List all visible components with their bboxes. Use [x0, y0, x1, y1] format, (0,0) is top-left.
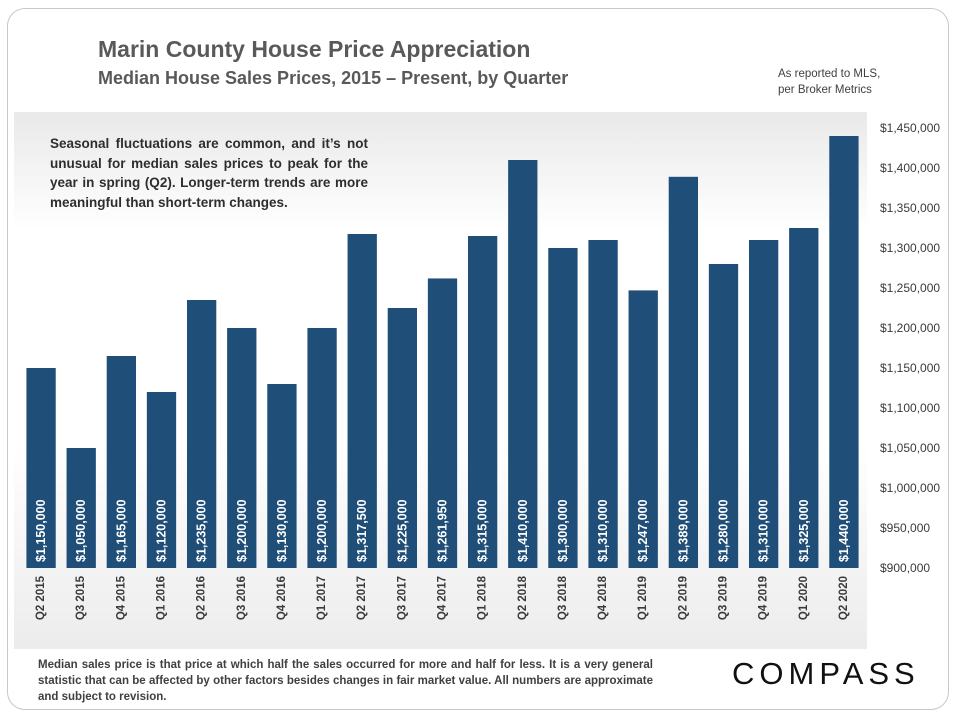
x-tick-label: Q4 2015	[115, 575, 127, 620]
x-tick-label: Q1 2020	[798, 576, 810, 620]
y-tick-label: $1,350,000	[880, 201, 940, 215]
bar-q1-2017	[307, 328, 337, 568]
bar-q3-2015	[66, 448, 96, 568]
y-tick-label: $1,100,000	[880, 401, 940, 415]
bar-value-label: $1,225,000	[395, 499, 409, 562]
source-note-line-2: per Broker Metrics	[778, 84, 872, 96]
bar-q3-2016	[227, 328, 257, 568]
y-axis-tick-labels: $900,000 $950,000 $1,000,000 $1,050,000 $1,1…	[880, 121, 940, 575]
x-tick-label: Q3 2018	[557, 575, 569, 620]
bar-value-label: $1,150,000	[34, 499, 48, 562]
bar-q2-2019	[668, 176, 699, 569]
x-tick-label: Q3 2015	[75, 575, 87, 620]
y-tick-label: $950,000	[880, 521, 930, 535]
bar-value-label: $1,130,000	[275, 499, 289, 562]
bar-value-label: $1,165,000	[114, 499, 128, 562]
x-tick-label: Q3 2017	[396, 576, 408, 620]
y-tick-label: $1,400,000	[880, 161, 940, 175]
bar-q3-2018	[548, 248, 578, 568]
bar-value-label: $1,410,000	[516, 499, 530, 562]
x-tick-label: Q2 2015	[35, 575, 47, 620]
y-tick-label: $1,000,000	[880, 481, 940, 495]
chart-title: Marin County House Price Appreciation	[98, 36, 531, 62]
x-tick-label: Q4 2017	[437, 576, 449, 620]
bar-q1-2019	[628, 290, 658, 568]
bar-value-label: $1,310,000	[596, 499, 610, 562]
compass-logo[interactable]: COMPASS	[732, 656, 920, 691]
source-note: As reported to MLS, per Broker Metrics	[778, 66, 908, 98]
x-tick-label: Q2 2017	[356, 576, 368, 620]
bar-q4-2017	[427, 278, 458, 568]
x-tick-label: Q1 2016	[156, 576, 168, 620]
bar-value-label: $1,247,000	[636, 499, 650, 562]
footnote: Median sales price is that price at whic…	[38, 659, 653, 703]
bar-q4-2018	[588, 240, 618, 568]
chart-subtitle: Median House Sales Prices, 2015 – Presen…	[98, 68, 569, 88]
bar-value-labels: $1,150,000 $1,050,000 $1,165,000 $1,120,000…	[34, 499, 851, 562]
bar-q2-2017	[347, 234, 377, 568]
x-tick-label: Q3 2016	[236, 576, 248, 620]
x-tick-label: Q2 2018	[517, 575, 529, 620]
bar-q4-2015	[106, 356, 136, 568]
x-tick-label: Q4 2018	[597, 575, 609, 620]
bars-layer	[26, 136, 859, 569]
bar-value-label: $1,200,000	[235, 499, 249, 562]
bar-value-label: $1,310,000	[757, 499, 771, 562]
bar-value-label: $1,300,000	[556, 499, 570, 562]
bar-q4-2019	[748, 240, 779, 568]
x-axis-tick-labels: Q2 2015 Q3 2015 Q4 2015 Q1 2016 Q2 2016 Q3 20…	[35, 575, 850, 620]
x-tick-label: Q2 2019	[677, 576, 689, 620]
bar-value-label: $1,389,000	[676, 499, 690, 562]
y-tick-label: $1,250,000	[880, 281, 940, 295]
bar-value-label: $1,315,000	[476, 499, 490, 562]
bar-value-label: $1,280,000	[717, 499, 731, 562]
bar-value-label: $1,325,000	[797, 499, 811, 562]
seasonality-annotation: Seasonal fluctuations are common, and it…	[50, 136, 368, 210]
bar-q3-2017	[387, 308, 418, 568]
bar-q1-2018	[467, 236, 498, 568]
source-note-line-1: As reported to MLS,	[778, 68, 881, 80]
x-tick-label: Q3 2019	[718, 576, 730, 620]
bar-q4-2016	[267, 384, 297, 568]
bar-value-label: $1,235,000	[195, 499, 209, 562]
x-tick-label: Q2 2016	[196, 576, 208, 620]
bar-value-label: $1,317,500	[355, 499, 369, 562]
bar-q2-2015	[26, 368, 56, 568]
bar-q2-2016	[186, 300, 217, 568]
bar-q2-2020	[829, 136, 859, 568]
bar-value-label: $1,440,000	[837, 499, 851, 562]
y-tick-label: $1,150,000	[880, 361, 940, 375]
x-tick-label: Q1 2018	[477, 575, 489, 620]
bar-value-label: $1,120,000	[155, 499, 169, 562]
y-tick-label: $1,050,000	[880, 441, 940, 455]
bar-q3-2019	[708, 264, 739, 568]
x-tick-label: Q2 2020	[838, 576, 850, 620]
x-tick-label: Q4 2016	[276, 576, 288, 620]
x-tick-label: Q4 2019	[758, 576, 770, 620]
x-tick-label: Q1 2017	[316, 576, 328, 620]
bar-q1-2016	[146, 392, 177, 568]
bar-value-label: $1,050,000	[74, 499, 88, 562]
bar-q1-2020	[789, 228, 819, 568]
bar-value-label: $1,261,950	[436, 499, 450, 562]
y-tick-label: $1,300,000	[880, 241, 940, 255]
bar-value-label: $1,200,000	[315, 499, 329, 562]
y-tick-label: $1,450,000	[880, 121, 940, 135]
y-tick-label: $900,000	[880, 561, 930, 575]
x-tick-label: Q1 2019	[637, 576, 649, 620]
bar-q2-2018	[508, 160, 538, 568]
y-tick-label: $1,200,000	[880, 321, 940, 335]
